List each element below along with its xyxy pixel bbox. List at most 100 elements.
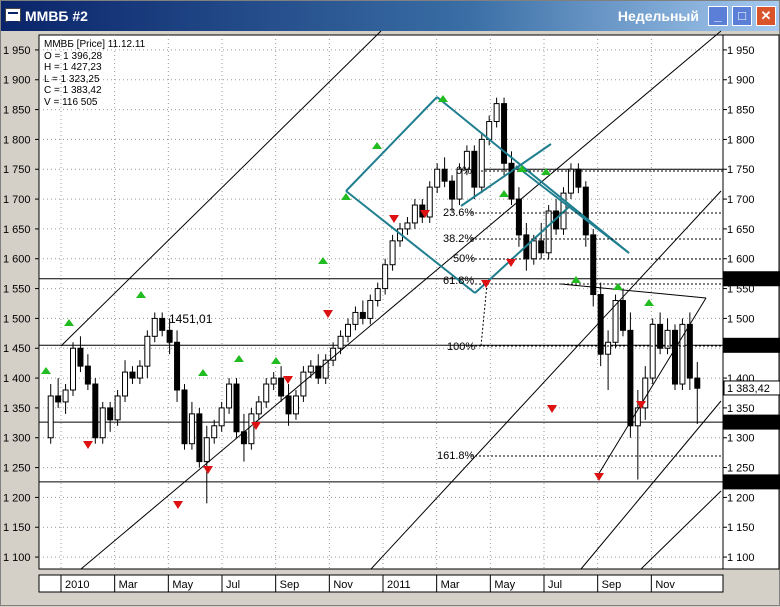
y-tick-label-left: 1 350 — [3, 403, 31, 415]
sell-signal-arrow — [173, 501, 183, 509]
sell-signal-arrow — [251, 422, 261, 430]
candle-body — [330, 347, 337, 361]
candle-body — [590, 234, 597, 296]
time-axis — [38, 574, 724, 593]
candle-body — [263, 383, 270, 403]
buy-signal-arrow — [517, 165, 527, 172]
candle-body — [226, 383, 233, 409]
candle-body — [70, 347, 77, 391]
candle-body — [159, 317, 166, 331]
sell-signal-arrow — [594, 473, 604, 481]
fib-label: 23.6% — [443, 207, 474, 219]
price-tag-label: 1566,475 — [727, 274, 773, 286]
candle-body — [671, 329, 678, 385]
x-tick-label: Jul — [226, 579, 240, 591]
buy-signal-arrow — [64, 319, 74, 326]
candle-body — [278, 377, 285, 397]
sell-signal-arrow — [283, 376, 293, 384]
diamond-channel-line — [460, 143, 552, 207]
buy-signal-arrow — [613, 283, 623, 290]
minimize-button[interactable]: _ — [708, 6, 728, 26]
buy-signal-arrow — [198, 369, 208, 376]
candle-body — [545, 210, 552, 254]
candle-body — [679, 323, 686, 385]
buy-signal-arrow — [341, 193, 351, 200]
y-tick-label-right: 1 900 — [727, 75, 755, 87]
buy-signal-arrow — [372, 142, 382, 149]
candle-body — [55, 395, 62, 403]
candle-body — [634, 407, 641, 427]
diamond-channel-line — [515, 165, 630, 254]
candle-body — [612, 300, 619, 343]
candle-body — [233, 383, 240, 433]
title-bar[interactable]: ММВБ #2 Недельный _ □ ✕ — [1, 1, 779, 31]
candle-body — [478, 138, 485, 188]
y-tick-label-right: 1 550 — [727, 284, 755, 296]
candle-body — [619, 300, 626, 331]
sell-signal-arrow — [420, 210, 430, 218]
candle-body — [463, 150, 470, 170]
candle-body — [501, 103, 508, 164]
x-tick-label: Jul — [548, 579, 562, 591]
candle-body — [166, 329, 173, 343]
y-tick-label-right: 1 950 — [727, 45, 755, 57]
y-tick-label-right: 1 350 — [727, 403, 755, 415]
y-tick-label-left: 1 500 — [3, 313, 31, 325]
price-tag-box — [723, 271, 780, 287]
price-tag-label: 1454,918 — [727, 340, 773, 352]
candle-body — [99, 407, 106, 439]
sell-signal-arrow — [323, 310, 333, 318]
candle-body — [694, 377, 701, 389]
fib-label: 161.8% — [437, 450, 475, 462]
candle-body — [389, 240, 396, 266]
buy-signal-arrow — [644, 299, 654, 306]
candle-body — [144, 335, 151, 367]
open-value: O = 1 396,28 — [44, 50, 103, 62]
candle-body — [649, 323, 656, 379]
y-tick-label-left: 1 450 — [3, 343, 31, 355]
y-tick-label-left: 1 850 — [3, 105, 31, 117]
close-button[interactable]: ✕ — [756, 6, 776, 26]
candle-body — [567, 168, 574, 194]
candle-body — [322, 359, 329, 379]
high-value: H = 1 427,23 — [44, 62, 102, 74]
candle-body — [508, 162, 515, 200]
candle-body — [174, 341, 181, 391]
candle-body — [404, 222, 411, 230]
candle-body — [456, 168, 463, 200]
y-tick-label-left: 1 650 — [3, 224, 31, 236]
chart-window-icon[interactable] — [5, 8, 21, 22]
trend-channel-line — [370, 190, 722, 570]
candle-body — [374, 288, 381, 302]
diamond-channel-line — [436, 96, 630, 254]
fib-label: 50% — [453, 253, 475, 265]
x-tick-label: Mar — [119, 579, 138, 591]
candle-body — [582, 186, 589, 236]
candle-body — [471, 150, 478, 188]
candle-body — [218, 407, 225, 427]
price-tag-label: 1226,003 — [727, 477, 773, 489]
candle-body — [493, 103, 500, 123]
diamond-channel-line — [345, 190, 476, 294]
candle-body — [292, 395, 299, 415]
candle-body — [627, 329, 634, 427]
y-tick-label-left: 1 400 — [3, 373, 31, 385]
diamond-channel-line — [474, 204, 572, 294]
candle-body — [441, 168, 448, 182]
low-value: L = 1 323,25 — [44, 73, 100, 85]
trend-channel-line — [640, 490, 722, 570]
candle-body — [449, 180, 456, 200]
buy-signal-arrow — [234, 355, 244, 362]
price-tag-box — [723, 337, 780, 353]
candle-body — [367, 300, 374, 319]
y-tick-label-right: 1 750 — [727, 164, 755, 176]
maximize-button[interactable]: □ — [732, 6, 752, 26]
candle-body — [337, 335, 344, 349]
price-tag-box — [723, 414, 780, 430]
y-tick-label-left: 1 300 — [3, 433, 31, 445]
candle-body — [77, 347, 84, 367]
instrument-line: ММВБ [Price] 11.12.11 — [44, 39, 146, 50]
candle-body — [188, 413, 195, 445]
x-tick-label: Mar — [441, 579, 460, 591]
